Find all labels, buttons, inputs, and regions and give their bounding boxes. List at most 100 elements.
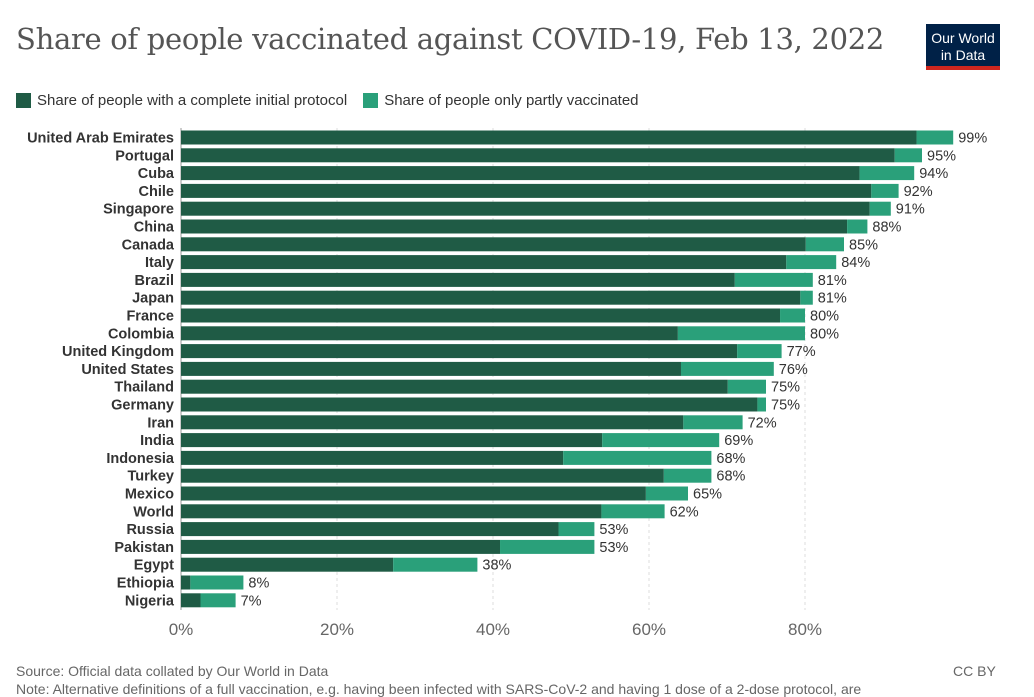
category-label: United Arab Emirates (27, 131, 174, 147)
data-label: 84% (841, 255, 870, 271)
bar-partial-4 (869, 201, 891, 216)
legend-label-full: Share of people with a complete initial … (37, 92, 348, 109)
bar-partial-16 (683, 415, 743, 430)
data-label: 65% (693, 487, 722, 503)
bar-partial-9 (800, 290, 813, 305)
data-label: 85% (849, 237, 878, 253)
bar-partial-22 (558, 522, 595, 537)
bar-full-24 (181, 557, 394, 572)
data-label: 53% (599, 540, 628, 556)
category-label: Mexico (125, 487, 174, 503)
data-label: 91% (896, 202, 925, 218)
data-label: 68% (716, 469, 745, 485)
bar-partial-12 (737, 344, 782, 359)
bar-partial-5 (847, 219, 868, 234)
bar-partial-6 (805, 237, 844, 252)
logo-line-2: in Data (940, 47, 986, 63)
data-label: 77% (787, 344, 816, 360)
bar-partial-24 (393, 557, 478, 572)
bar-full-0 (181, 130, 917, 145)
category-label: Pakistan (114, 540, 174, 556)
category-label: United Kingdom (62, 344, 174, 360)
bar-full-6 (181, 237, 806, 252)
bar-partial-18 (563, 450, 712, 465)
data-label: 92% (904, 184, 933, 200)
bar-full-13 (181, 361, 681, 376)
category-label: Japan (132, 291, 174, 307)
category-label: United States (81, 362, 174, 378)
data-label: 53% (599, 522, 628, 538)
category-label: Germany (111, 398, 174, 414)
bar-partial-3 (871, 183, 899, 198)
data-label: 94% (919, 166, 948, 182)
data-label: 62% (670, 504, 699, 520)
bars (181, 130, 954, 608)
bar-partial-8 (734, 272, 813, 287)
bar-full-5 (181, 219, 848, 234)
bar-full-9 (181, 290, 801, 305)
bar-partial-15 (757, 397, 766, 412)
license-link[interactable]: CC BY (953, 663, 996, 679)
category-label: Egypt (134, 558, 174, 574)
category-label: Ethiopia (117, 576, 175, 592)
bar-full-8 (181, 272, 735, 287)
bar-partial-20 (645, 486, 688, 501)
data-label: 38% (482, 558, 511, 574)
bar-partial-7 (786, 255, 837, 270)
x-tick-label: 40% (476, 620, 510, 639)
data-label: 81% (818, 291, 847, 307)
bar-partial-26 (200, 593, 236, 608)
data-label: 99% (958, 131, 987, 147)
bar-partial-2 (859, 166, 915, 181)
legend-item-full[interactable]: Share of people with a complete initial … (16, 92, 347, 109)
category-label: Colombia (108, 326, 175, 342)
data-label: 95% (927, 148, 956, 164)
bar-full-1 (181, 148, 895, 163)
x-tick-label: 20% (320, 620, 354, 639)
x-tick-label: 60% (632, 620, 666, 639)
bar-chart: 0% 20% 40% 60% 80% United Arab Emirates 99% Por… (27, 128, 987, 640)
category-label: Russia (126, 522, 174, 538)
legend-swatch-full (16, 93, 31, 108)
bar-full-25 (181, 575, 191, 590)
data-label: 72% (748, 415, 777, 431)
bar-full-7 (181, 255, 787, 270)
logo-line-1: Our World (931, 30, 995, 46)
bar-partial-23 (500, 539, 595, 554)
category-label: Iran (147, 415, 174, 431)
bar-full-17 (181, 433, 603, 448)
x-tick-label: 0% (169, 620, 194, 639)
bar-partial-17 (602, 433, 720, 448)
category-label: Chile (139, 184, 174, 200)
bar-partial-0 (916, 130, 954, 145)
bar-full-20 (181, 486, 646, 501)
bar-partial-19 (663, 468, 712, 483)
owid-logo[interactable]: Our World in Data (926, 24, 1000, 70)
labels: 0% 20% 40% 60% 80% United Arab Emirates 99% Por… (27, 131, 987, 640)
legend-label-partial: Share of people only partly vaccinated (384, 92, 639, 109)
data-label: 75% (771, 398, 800, 414)
logo-red-bar (926, 66, 1000, 70)
legend-item-partial[interactable]: Share of people only partly vaccinated (363, 92, 639, 109)
bar-full-15 (181, 397, 758, 412)
data-label: 81% (818, 273, 847, 289)
bar-full-12 (181, 344, 738, 359)
bar-partial-14 (727, 379, 766, 394)
legend-swatch-partial (363, 93, 379, 108)
legend: Share of people with a complete initial … (16, 92, 655, 109)
category-label: France (126, 309, 174, 325)
bar-full-11 (181, 326, 678, 341)
category-label: Cuba (138, 166, 175, 182)
bar-full-16 (181, 415, 684, 430)
category-label: Italy (145, 255, 174, 271)
bar-partial-1 (894, 148, 922, 163)
category-label: India (140, 433, 175, 449)
data-label: 69% (724, 433, 753, 449)
category-label: Nigeria (125, 593, 175, 609)
definition-note: Note: Alternative definitions of a full … (16, 681, 862, 697)
x-tick-label: 80% (788, 620, 822, 639)
category-label: Thailand (114, 380, 174, 396)
bar-partial-21 (601, 504, 665, 519)
bar-partial-10 (780, 308, 805, 323)
category-label: Indonesia (106, 451, 175, 467)
